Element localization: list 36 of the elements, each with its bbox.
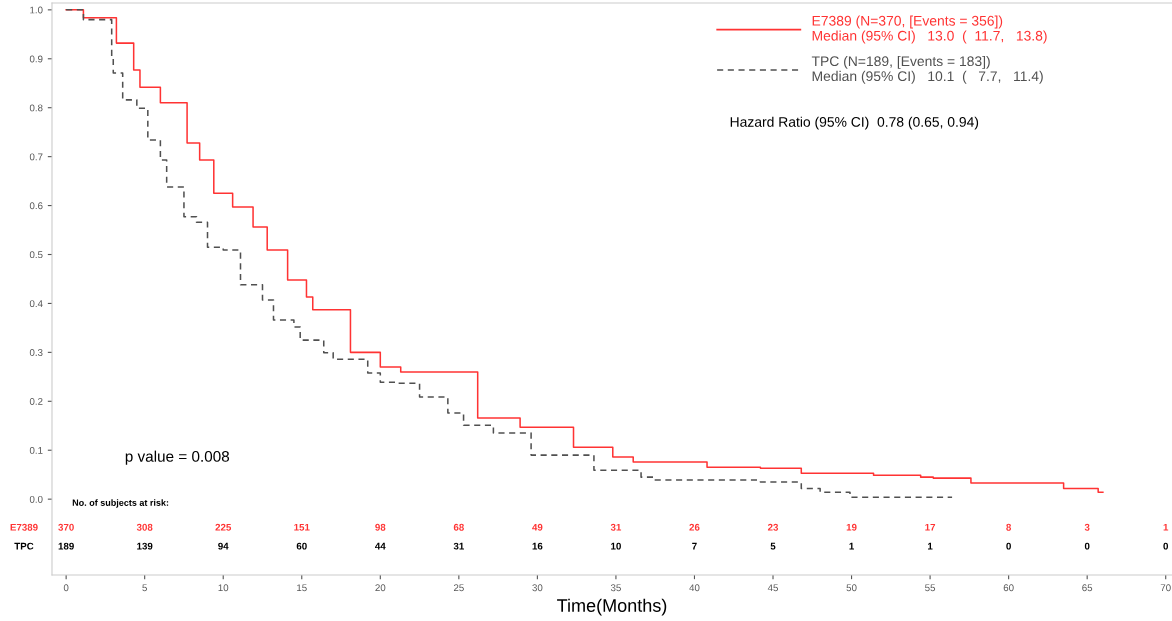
x-tick-label: 5 (142, 584, 147, 592)
y-tick-label: 0.6 (29, 202, 43, 210)
annotation: Hazard Ratio (95% CI) 0.78 (0.65, 0.94) (730, 116, 979, 130)
y-tick-label: 0.1 (29, 446, 43, 454)
y-tick-label: 0.4 (29, 300, 43, 308)
annotation: No. of subjects at risk: (72, 499, 169, 508)
x-tick-label: 30 (532, 584, 543, 592)
y-tick-label: 0.8 (29, 104, 43, 112)
x-tick-label: 60 (1003, 584, 1014, 592)
text: E7389 (10, 523, 38, 531)
y-tick-label: 0.9 (29, 55, 43, 63)
y-tick-label: 1.0 (30, 6, 43, 14)
x-tick-label: 70 (1160, 584, 1171, 592)
x-tick-label: 45 (767, 584, 779, 592)
x-tick-label: 10 (218, 584, 229, 592)
annotation: p value = 0.008 (125, 450, 230, 465)
text: TPC (N=189, [Events = 183]) Median (95% CI) 10.1 ( 7.7, 11.4) (811, 55, 1043, 84)
x-tick-label: 35 (610, 584, 621, 592)
x-tick-label: 15 (297, 584, 307, 592)
x-tick-label: 50 (846, 584, 857, 592)
x-tick-label: 65 (1082, 584, 1093, 592)
text: 189 139 94 60 44 31 16 10 7 5 1 1 0 0 0 (58, 542, 1169, 550)
y-tick-label: 0.0 (29, 495, 43, 503)
y-tick-label: 0.7 (29, 153, 43, 161)
x-tick-label: 20 (375, 584, 386, 592)
y-tick-label: 0.2 (29, 398, 43, 405)
text: E7389 (N=370, [Events = 356]) Median (95% CI) 13.0 ( 11.7, 13.8) (812, 15, 1047, 44)
text: 370 308 225 151 98 68 49 31 26 23 19 17 8 3 1 (58, 523, 1169, 531)
text: TPC (14, 542, 34, 550)
x-tick-label: 0 (63, 584, 69, 592)
y-tick-label: 0.3 (29, 349, 43, 356)
x-tick-label: 25 (453, 584, 464, 592)
x-tick-label: 55 (925, 584, 936, 592)
x-axis-title: Time(Months) (557, 598, 667, 616)
y-tick-label: 0.5 (29, 251, 43, 259)
x-tick-label: 40 (689, 584, 700, 592)
